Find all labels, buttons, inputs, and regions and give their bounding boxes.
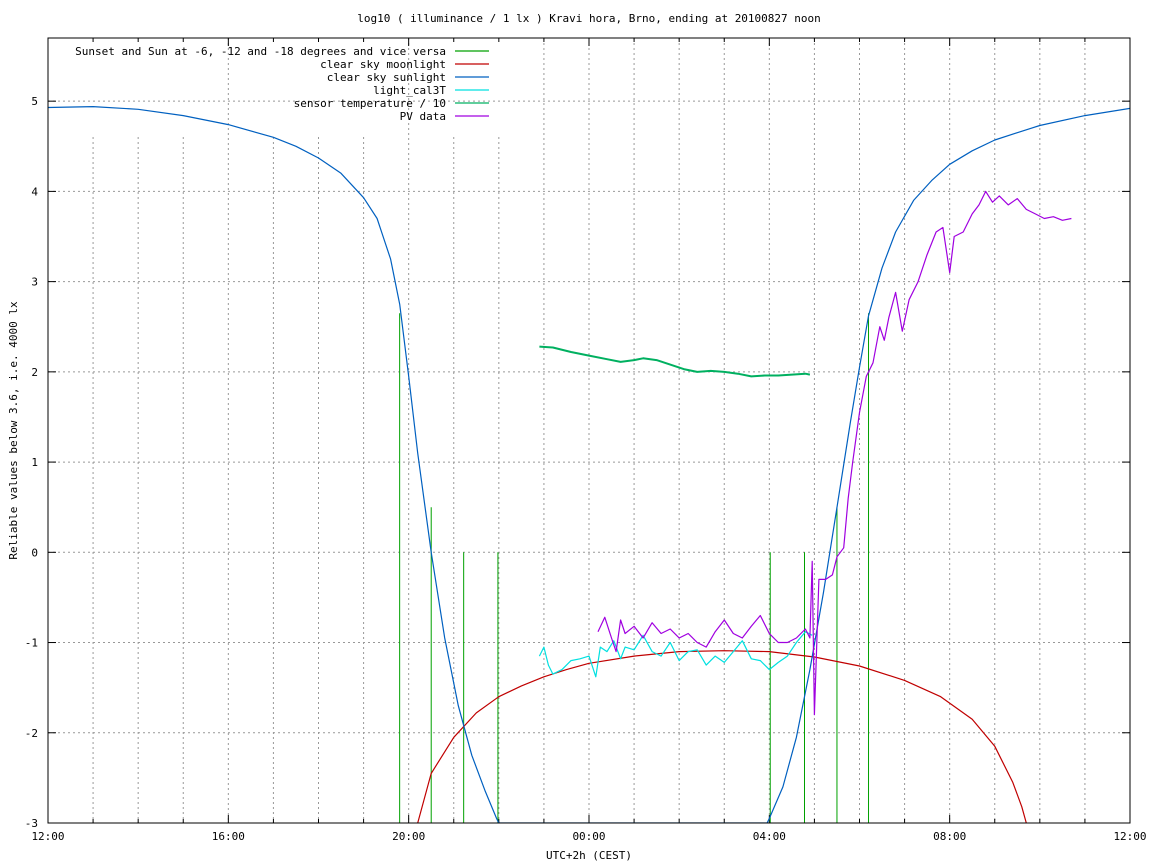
legend-label: Sunset and Sun at -6, -12 and -18 degree… [75, 45, 446, 58]
y-axis-label: Reliable values below 3.6, i.e. 4000 lx [7, 301, 20, 560]
series-clear-sky-moonlight [417, 650, 1027, 823]
series-line [538, 631, 813, 678]
legend: Sunset and Sun at -6, -12 and -18 degree… [75, 45, 489, 123]
chart-title: log10 ( illuminance / 1 lx ) Kravi hora,… [357, 12, 821, 25]
series-light-cal3t [538, 631, 813, 678]
series-sensor-temperature-10 [539, 345, 811, 378]
y-tick-label: 1 [31, 456, 38, 469]
axis-ticks: -3 -2 -1 0 1 2 3 4 5 12:00 16:00 20:00 00:00 04:00 08:… [25, 38, 1147, 843]
series-line [48, 106, 1130, 823]
y-tick-label: -1 [25, 637, 38, 650]
x-tick-label: 12:00 [1113, 830, 1146, 843]
legend-label: PV data [400, 110, 446, 123]
x-axis-label: UTC+2h (CEST) [546, 849, 632, 862]
legend-label: clear sky sunlight [327, 71, 446, 84]
legend-label: light_cal3T [373, 84, 446, 97]
y-tick-label: 0 [31, 546, 38, 559]
plot-frame [47, 37, 1131, 824]
y-tick-label: 5 [31, 95, 38, 108]
y-tick-label: -3 [25, 817, 38, 830]
y-tick-label: 3 [31, 276, 38, 289]
series-layer [48, 106, 1130, 823]
legend-label: clear sky moonlight [320, 58, 446, 71]
x-tick-label: 12:00 [31, 830, 64, 843]
series-line [417, 650, 1027, 823]
series-pv-data [597, 190, 1072, 716]
y-tick-label: 4 [31, 185, 38, 198]
series-sunset-and-sun-at-6-12-and-18-degrees-and-vice-versa [399, 313, 870, 823]
y-tick-label: 2 [31, 366, 38, 379]
x-tick-label: 16:00 [212, 830, 245, 843]
x-tick-label: 08:00 [933, 830, 966, 843]
series-clear-sky-sunlight [48, 106, 1130, 823]
x-tick-label: 04:00 [753, 830, 786, 843]
legend-label: sensor temperature / 10 [294, 97, 446, 110]
grid [48, 38, 1130, 823]
x-tick-label: 20:00 [392, 830, 425, 843]
x-tick-label: 00:00 [572, 830, 605, 843]
y-tick-label: -2 [25, 727, 38, 740]
series-line [539, 345, 811, 378]
series-line [597, 190, 1072, 716]
